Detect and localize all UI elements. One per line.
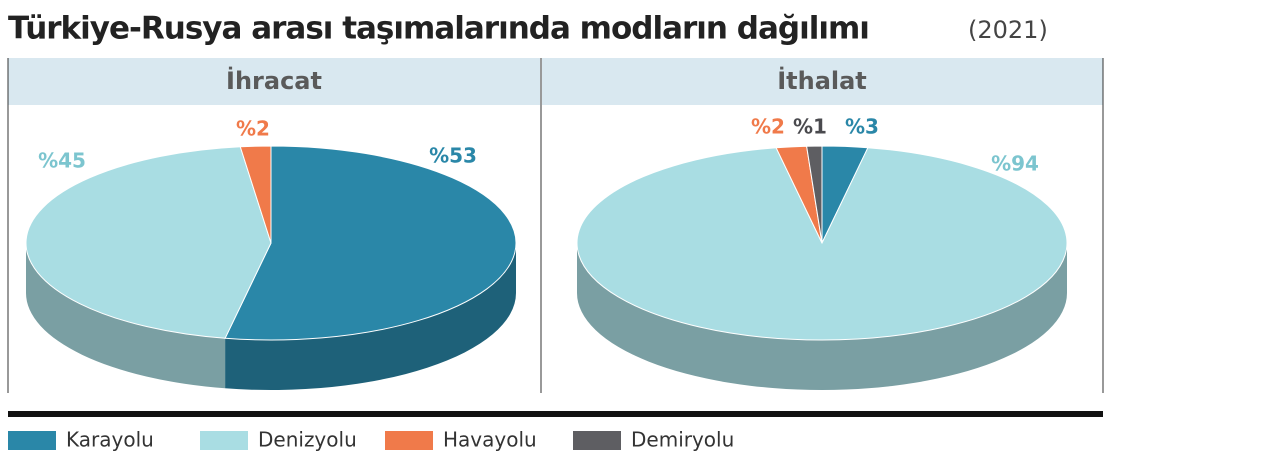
chart-subtitle: (2021): [968, 16, 1048, 44]
data-label: %2: [236, 117, 270, 141]
panel-header: [542, 58, 1103, 105]
pie-slice-side: [26, 243, 226, 389]
legend-label: Denizyolu: [258, 428, 357, 452]
data-label: %3: [845, 115, 879, 139]
pie-slice-side: [577, 243, 1067, 390]
panel-header: [8, 58, 540, 105]
data-label: %2: [751, 115, 785, 139]
pie-slice-side: [225, 243, 516, 390]
panel-title: İthalat: [777, 66, 867, 95]
legend-swatch: [385, 431, 433, 450]
pie-slice: [25, 146, 272, 339]
legend-label: Karayolu: [66, 428, 154, 452]
legend-label: Demiryolu: [631, 428, 734, 452]
legend-swatch: [8, 431, 56, 450]
pie-slice: [806, 145, 823, 244]
data-label: %53: [429, 144, 477, 168]
pie-slice: [576, 147, 1068, 341]
legend-swatch: [200, 431, 248, 450]
data-label: %1: [793, 115, 827, 139]
legend-label: Havayolu: [443, 428, 537, 452]
separator: [8, 411, 1103, 417]
data-label: %45: [38, 149, 86, 173]
pie-slice: [239, 145, 272, 244]
legend-swatch: [573, 431, 621, 450]
pie-slice: [224, 145, 517, 341]
panel-title: İhracat: [226, 66, 322, 95]
chart-title: Türkiye-Rusya arası taşımalarında modlar…: [8, 11, 869, 47]
data-label: %94: [991, 152, 1039, 176]
